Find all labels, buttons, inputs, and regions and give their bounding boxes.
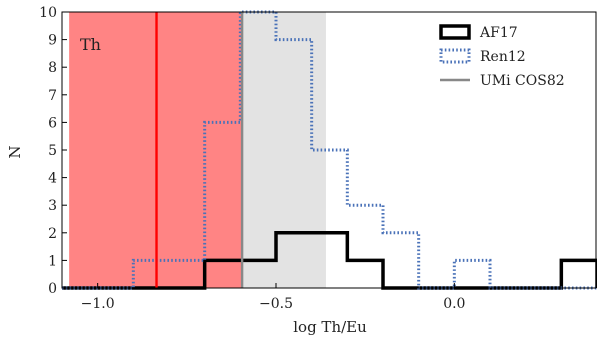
- y-tick-label: 4: [48, 171, 57, 187]
- shaded-region-1: [242, 12, 326, 288]
- element-annotation: Th: [80, 35, 101, 54]
- x-tick-label: −1.0: [81, 296, 115, 312]
- legend-swatch-af17: [439, 24, 471, 40]
- legend-label-af17: AF17: [479, 25, 518, 41]
- y-tick-label: 9: [48, 33, 57, 49]
- y-tick-label: 0: [48, 281, 57, 297]
- legend-label-umi-cos82: UMi COS82: [480, 73, 565, 89]
- legend-swatch-ren12: [439, 48, 471, 64]
- shaded-regions: [69, 12, 326, 288]
- y-tick-label: 5: [48, 143, 57, 159]
- x-tick-label: 0.0: [443, 296, 465, 312]
- vertical-lines: [155, 12, 244, 288]
- y-tick-label: 3: [48, 198, 57, 214]
- x-axis-label: log Th/Eu: [293, 318, 367, 336]
- axes: 0 1 2 3 4 5 6 7 8 9 10 −1.0 −0.5 0.0: [39, 5, 597, 312]
- y-tick-label: 8: [48, 60, 57, 76]
- y-axis-label: N: [6, 145, 24, 158]
- legend: AF17 Ren12 UMi COS82: [439, 24, 565, 89]
- x-tick-label: −0.5: [259, 296, 293, 312]
- y-tick-label: 6: [48, 115, 57, 131]
- series-ren12-histogram: [62, 10, 597, 290]
- y-tick-label: 2: [48, 226, 57, 242]
- y-tick-label: 10: [39, 5, 57, 21]
- y-tick-label: 7: [48, 88, 57, 104]
- y-tick-label: 1: [48, 253, 57, 269]
- legend-label-ren12: Ren12: [480, 49, 526, 65]
